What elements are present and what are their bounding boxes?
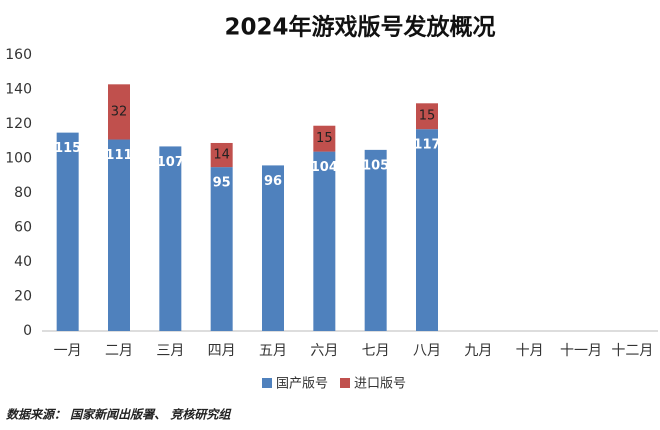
legend-swatch [340, 378, 350, 388]
y-tick-label: 20 [14, 289, 32, 305]
x-tick-label: 三月 [156, 343, 184, 359]
y-tick-label: 140 [5, 82, 32, 98]
bar-segment [313, 151, 336, 331]
value-label: 115 [54, 141, 81, 156]
y-tick-label: 80 [14, 185, 32, 201]
bar-segment [210, 167, 233, 331]
x-tick-label: 十二月 [611, 343, 653, 359]
source-note: 数据来源： 国家新闻出版署、 竞核研究组 [6, 408, 232, 422]
bar-segment [416, 103, 438, 130]
value-label: 14 [213, 148, 230, 163]
value-label: 117 [413, 138, 440, 153]
x-tick-label: 九月 [464, 343, 492, 359]
legend-swatch [262, 378, 272, 388]
x-tick-label: 十月 [516, 343, 544, 359]
value-label: 15 [316, 131, 333, 146]
bar-segment [159, 146, 182, 331]
x-tick-label: 五月 [259, 343, 287, 359]
value-label: 96 [264, 174, 282, 189]
bar-segment [262, 165, 284, 331]
y-tick-label: 0 [23, 323, 32, 339]
bar-segment [416, 129, 438, 331]
bar-segment [210, 142, 233, 168]
y-tick-label: 160 [5, 47, 32, 63]
bar-segment [364, 149, 387, 331]
value-label: 32 [111, 104, 128, 119]
x-tick-label: 六月 [310, 343, 338, 359]
bar-segment [108, 84, 130, 140]
value-label: 104 [311, 160, 338, 175]
bar-segment [56, 132, 79, 331]
bar-segment [313, 125, 336, 152]
value-label: 111 [105, 148, 132, 163]
bar-segment [108, 139, 130, 331]
x-tick-label: 一月 [54, 343, 82, 359]
value-label: 105 [362, 158, 389, 173]
value-label: 107 [157, 155, 184, 170]
y-tick-label: 100 [5, 151, 32, 167]
y-tick-label: 60 [14, 220, 32, 236]
chart-title: 2024年游戏版号发放概况 [224, 14, 495, 41]
legend-label: 进口版号 [354, 377, 406, 392]
x-tick-label: 八月 [413, 343, 441, 359]
y-tick-label: 120 [5, 116, 32, 132]
x-tick-label: 二月 [105, 343, 133, 359]
value-label: 95 [213, 176, 231, 191]
x-tick-label: 七月 [362, 343, 390, 359]
x-tick-label: 四月 [208, 343, 236, 359]
value-label: 15 [419, 109, 436, 124]
x-tick-label: 十一月 [560, 343, 602, 359]
legend-label: 国产版号 [276, 377, 328, 392]
y-tick-label: 40 [14, 254, 32, 270]
